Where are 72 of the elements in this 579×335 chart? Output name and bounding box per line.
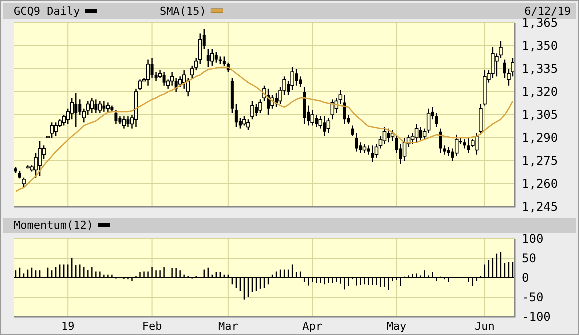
y-tick-label: -50 — [522, 290, 544, 305]
y-tick-label: -100 — [522, 310, 551, 324]
y-tick-label: 1,245 — [522, 200, 558, 214]
candlestick — [382, 126, 387, 145]
candlestick — [326, 117, 331, 134]
y-tick-label: 1,305 — [522, 108, 558, 122]
candlestick — [90, 98, 94, 114]
candlestick — [330, 99, 335, 120]
candlestick — [54, 122, 58, 138]
x-tick-label: May — [386, 320, 408, 333]
y-tick-label: 50 — [522, 252, 536, 266]
candlestick — [78, 99, 82, 116]
candlestick — [299, 76, 302, 88]
y-tick-label: 0 — [522, 271, 530, 286]
candlestick — [98, 100, 102, 114]
candlestick — [258, 99, 262, 114]
legend-label: SMA(15) — [160, 5, 206, 18]
y-tick-label: 1,365 — [522, 16, 558, 30]
candlestick — [126, 116, 130, 128]
candlestick — [491, 46, 495, 79]
candlestick — [210, 48, 214, 67]
candlestick — [419, 126, 422, 142]
candlestick — [351, 125, 354, 138]
candlestick — [475, 132, 479, 156]
candlestick — [94, 99, 98, 114]
x-tick-label: Jun — [475, 320, 495, 333]
candlestick — [214, 52, 218, 64]
candlestick — [290, 66, 294, 92]
candlestick — [50, 122, 54, 139]
candlestick — [310, 110, 314, 126]
candlestick — [102, 100, 106, 113]
candlestick — [234, 104, 238, 128]
candlestick — [439, 128, 442, 154]
candlestick — [414, 124, 419, 144]
x-tick-label: Mar — [218, 320, 239, 333]
x-tick-label: Feb — [142, 320, 162, 333]
candlestick — [371, 145, 374, 164]
candlestick — [463, 138, 466, 150]
legend-label: Momentum(12) — [14, 219, 94, 232]
y-tick-label: 1,275 — [522, 154, 558, 168]
candlestick — [454, 134, 459, 157]
legend-label: GCQ9 Daily — [14, 5, 81, 18]
candlestick — [355, 132, 358, 152]
candlestick — [122, 116, 126, 130]
x-tick-label: Apr — [302, 320, 323, 333]
candlestick — [443, 145, 446, 156]
candlestick — [114, 110, 118, 125]
candlestick — [162, 71, 166, 86]
y-tick-label: 1,350 — [522, 39, 558, 54]
candlestick — [250, 100, 254, 120]
candlestick — [387, 128, 390, 144]
y-tick-label: 1,260 — [522, 177, 558, 192]
y-tick-label: 1,290 — [522, 131, 558, 146]
candlestick — [22, 177, 26, 188]
text: 6/12/19 — [524, 5, 571, 18]
candlestick — [447, 146, 450, 157]
candlestick — [106, 102, 110, 114]
candlestick — [367, 145, 370, 156]
candlestick — [146, 59, 150, 86]
candlestick — [435, 112, 438, 128]
y-tick-label: 100 — [522, 232, 544, 246]
candlestick — [343, 94, 346, 125]
y-tick-label: 1,320 — [522, 85, 558, 100]
x-tick-label: 19 — [61, 320, 75, 333]
y-tick-label: 1,335 — [522, 62, 558, 76]
candlestick — [479, 104, 483, 136]
line-series — [15, 66, 514, 192]
candlestick — [246, 119, 250, 131]
candlestick — [38, 140, 42, 177]
candlestick — [242, 116, 246, 126]
candlestick — [222, 56, 226, 67]
candlestick — [150, 58, 154, 79]
